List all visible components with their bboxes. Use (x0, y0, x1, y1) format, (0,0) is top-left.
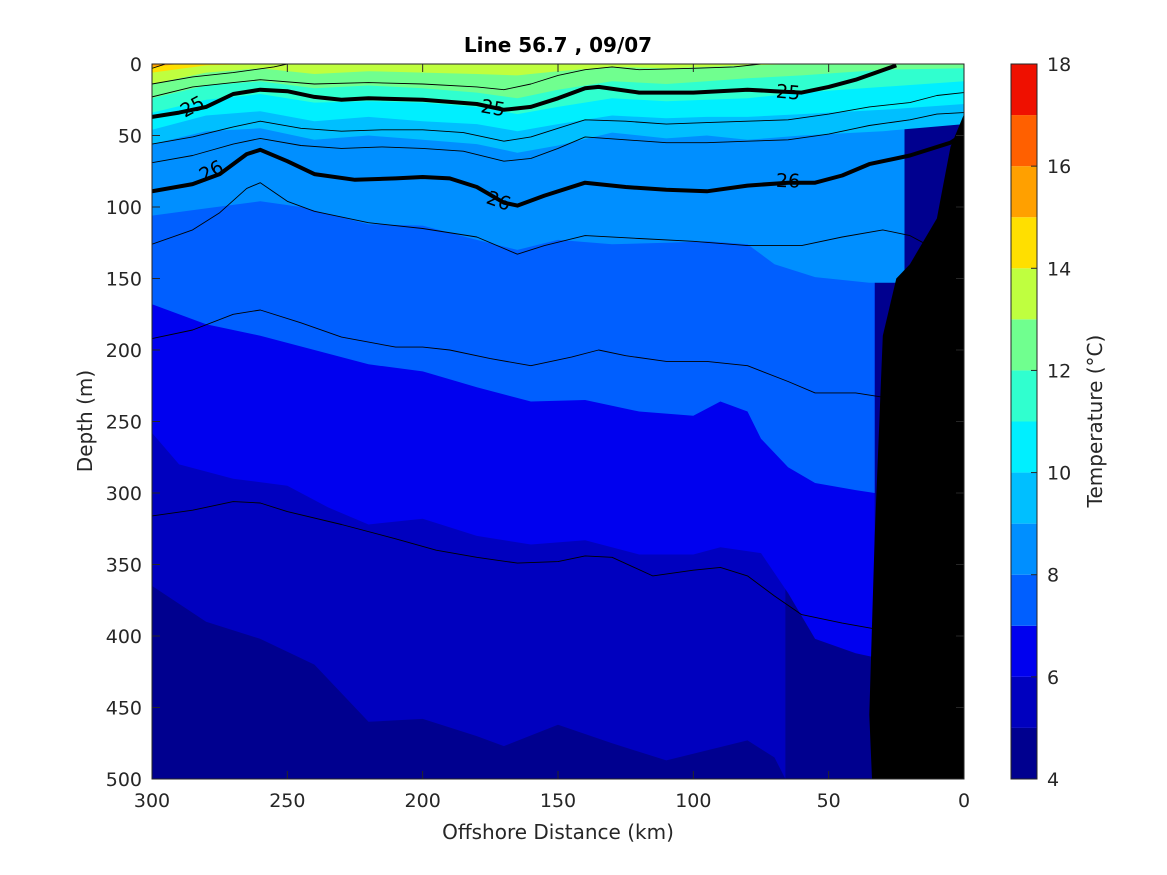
x-axis-label: Offshore Distance (km) (442, 820, 674, 844)
y-tick-label: 350 (106, 555, 142, 577)
colorbar-tick-label: 4 (1047, 769, 1059, 791)
x-tick-label: 250 (269, 790, 305, 812)
y-tick-label: 50 (118, 126, 142, 148)
colorbar-tick-label: 10 (1047, 463, 1071, 485)
colorbar-segment (1011, 574, 1037, 626)
isopycnal-25 (152, 64, 897, 119)
y-axis-label: Depth (m) (73, 370, 97, 472)
temperature-band-14 (152, 64, 261, 73)
colorbar-segment (1011, 115, 1037, 167)
temperature-band-13 (152, 64, 802, 84)
y-tick-label: 150 (106, 269, 142, 291)
isopycnal-line-3 (152, 309, 911, 408)
y-tick-label: 400 (106, 626, 142, 648)
colorbar-segment (1011, 727, 1037, 779)
isopycnal-line-5 (152, 64, 166, 69)
colorbar-segment (1011, 421, 1037, 473)
colorbar-segment (1011, 523, 1037, 575)
contour-label-text: 25 (775, 81, 801, 105)
x-tick-label: 200 (405, 790, 441, 812)
x-tick-label: 300 (134, 790, 170, 812)
isopycnal-line-9 (152, 112, 964, 164)
y-tick-label: 0 (130, 54, 142, 76)
isopycnal-26 (152, 132, 964, 208)
colorbar-tick-label: 18 (1047, 54, 1071, 76)
colorbar-segment (1011, 625, 1037, 677)
isopycnal-contour-layer (152, 64, 964, 631)
colorbar-tick-label: 8 (1047, 565, 1059, 587)
y-tick-label: 450 (106, 698, 142, 720)
temperature-band-12 (152, 64, 964, 99)
colorbar-segment (1011, 676, 1037, 728)
colorbar-segment (1011, 64, 1037, 116)
x-tick-label: 100 (675, 790, 711, 812)
contour-label-text: 26 (776, 170, 801, 193)
colorbar: 4 6 8 10 12 14 16 18 (1010, 54, 1071, 791)
isopycnal-line-8 (152, 92, 964, 145)
colorbar-segment (1011, 370, 1037, 422)
colorbar-segment (1011, 217, 1037, 269)
colorbar-segment (1011, 268, 1037, 320)
x-axis: 300 250 200 150 100 50 0 (134, 64, 970, 812)
colorbar-frame (1010, 63, 1038, 780)
colorbar-segment (1011, 319, 1037, 371)
isopycnal-line-4 (152, 501, 883, 631)
colorbar-segment (1011, 166, 1037, 218)
isopycnal-line-7 (152, 64, 762, 98)
y-tick-label: 500 (106, 769, 142, 791)
x-tick-label: 50 (817, 790, 841, 812)
colorbar-segment (1011, 472, 1037, 524)
temperature-band-15 (152, 64, 180, 67)
isopycnal-line-6 (152, 64, 288, 85)
y-tick-label: 100 (106, 197, 142, 219)
contour-label-26: 26 (776, 170, 801, 193)
y-tick-label: 300 (106, 483, 142, 505)
colorbar-tick-label: 6 (1047, 667, 1059, 689)
chart-title: Line 56.7 , 09/07 (464, 33, 652, 57)
contour-label-text: 25 (479, 95, 507, 121)
isopycnal-line-2 (152, 182, 924, 255)
contour-label-25: 25 (775, 81, 801, 105)
x-tick-label: 150 (540, 790, 576, 812)
colorbar-label: Temperature (°C) (1083, 335, 1107, 509)
y-tick-label: 200 (106, 340, 142, 362)
colorbar-tick-label: 12 (1047, 360, 1071, 382)
colorbar-tick-label: 14 (1047, 258, 1071, 280)
contour-label-25: 25 (479, 95, 507, 121)
y-axis: 0 50 100 150 200 250 300 350 400 450 500 (106, 54, 964, 791)
y-tick-label: 250 (106, 412, 142, 434)
x-tick-label: 0 (958, 790, 970, 812)
colorbar-tick-label: 16 (1047, 156, 1071, 178)
bathymetry-shape (869, 114, 964, 779)
